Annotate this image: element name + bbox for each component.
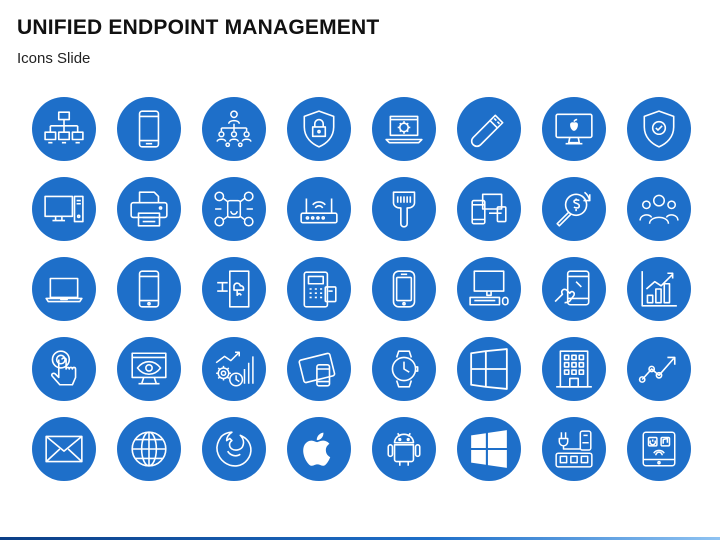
network-icon bbox=[32, 97, 96, 161]
android-icon bbox=[372, 417, 436, 481]
tap-finger-icon bbox=[32, 337, 96, 401]
trend-line-icon bbox=[627, 337, 691, 401]
wifi-router-icon bbox=[287, 177, 351, 241]
usb-drive-icon bbox=[457, 97, 521, 161]
laptop-icon bbox=[32, 257, 96, 321]
security-shield-lock-icon bbox=[287, 97, 351, 161]
multi-device-icon bbox=[457, 177, 521, 241]
workstation-icon bbox=[457, 257, 521, 321]
smart-home-tablet-icon bbox=[627, 417, 691, 481]
firefox-icon bbox=[202, 417, 266, 481]
tablet-devices-icon bbox=[287, 337, 351, 401]
footer-accent-bar bbox=[0, 537, 720, 540]
cost-analysis-icon bbox=[542, 177, 606, 241]
payment-terminal-icon bbox=[287, 257, 351, 321]
smartwatch-icon bbox=[372, 337, 436, 401]
laptop-settings-icon bbox=[372, 97, 436, 161]
windows-frame-icon bbox=[457, 337, 521, 401]
cloud-door-icon bbox=[202, 257, 266, 321]
office-building-icon bbox=[542, 337, 606, 401]
desktop-computer-icon bbox=[32, 177, 96, 241]
windows-logo-icon bbox=[457, 417, 521, 481]
email-envelope-icon bbox=[32, 417, 96, 481]
slide-subtitle: Icons Slide bbox=[17, 50, 91, 67]
imac-apple-icon bbox=[542, 97, 606, 161]
touch-screen-icon bbox=[542, 257, 606, 321]
verified-shield-icon bbox=[627, 97, 691, 161]
growth-chart-icon bbox=[627, 257, 691, 321]
printer-icon bbox=[117, 177, 181, 241]
performance-gears-icon bbox=[202, 337, 266, 401]
mobile-phone-icon bbox=[117, 257, 181, 321]
apple-logo-icon bbox=[287, 417, 351, 481]
org-hierarchy-icon bbox=[202, 97, 266, 161]
rugged-phone-icon bbox=[372, 257, 436, 321]
barcode-scanner-icon bbox=[372, 177, 436, 241]
connected-apps-icon bbox=[202, 177, 266, 241]
globe-icon bbox=[117, 417, 181, 481]
slide-title: UNIFIED ENDPOINT MANAGEMENT bbox=[17, 16, 380, 39]
power-strip-icon bbox=[542, 417, 606, 481]
smartphone-icon bbox=[117, 97, 181, 161]
monitoring-eye-icon bbox=[117, 337, 181, 401]
team-icon bbox=[627, 177, 691, 241]
icon-grid bbox=[32, 97, 692, 481]
